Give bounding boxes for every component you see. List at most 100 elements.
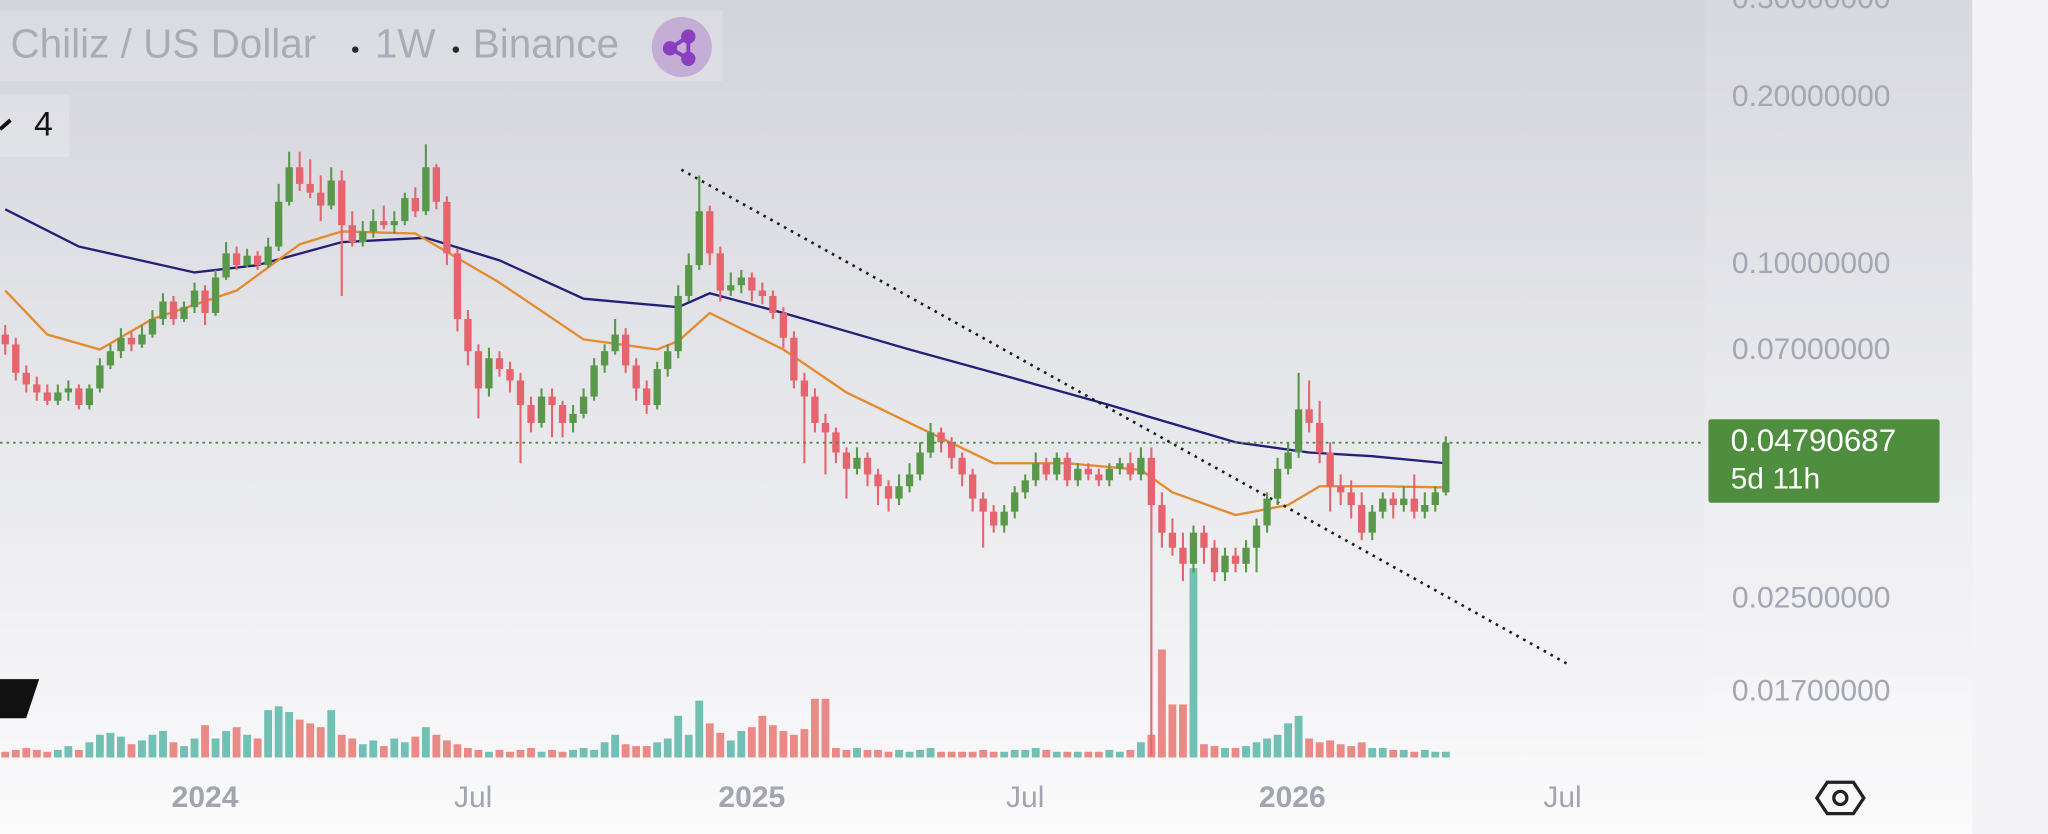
volume-bar [1, 751, 10, 758]
settings-button[interactable] [1814, 780, 1866, 816]
volume-bar [968, 751, 977, 758]
candle-body [169, 301, 178, 319]
candle-body [779, 313, 788, 338]
candle-body [1337, 486, 1345, 493]
y-tick-label: 0.01700000 [1732, 675, 1891, 708]
volume-bar [947, 751, 956, 758]
candle-body [348, 225, 356, 243]
candle-body [464, 318, 472, 352]
candle-body [54, 392, 62, 401]
volume-bar [106, 732, 115, 758]
candle-body [653, 369, 661, 406]
candle-body [548, 396, 556, 406]
volume-bar [916, 749, 924, 758]
volume-bar [1073, 751, 1082, 758]
price-axis-panel [1704, 0, 1973, 834]
volume-bar [495, 749, 504, 758]
x-tick-label: Jul [1543, 781, 1581, 814]
candle-body [1126, 463, 1135, 475]
candle-body [443, 201, 451, 254]
candle-body [863, 457, 872, 475]
volume-bar [632, 746, 641, 758]
volume-bar [1368, 748, 1377, 758]
candle-body [180, 307, 188, 319]
candle-body [190, 290, 199, 308]
candle-body [926, 432, 935, 453]
candle-body [317, 192, 325, 206]
volume-bar [1252, 742, 1261, 758]
candle-body [537, 396, 546, 423]
volume-bar [569, 749, 577, 758]
indicator-icon [0, 118, 12, 131]
candle-body [1084, 468, 1092, 475]
candle-body [274, 201, 283, 247]
volume-bar [201, 725, 209, 758]
candle-body [1105, 468, 1113, 481]
share-button[interactable] [651, 16, 712, 78]
volume-bar [295, 719, 304, 758]
volume-bar [810, 698, 819, 758]
candle-body [75, 388, 83, 406]
indicator-box[interactable] [0, 94, 70, 157]
candle-body [485, 358, 493, 389]
volume-bar [85, 742, 94, 758]
candle-body [138, 334, 146, 345]
volume-bar [789, 734, 798, 758]
candle-body [1284, 452, 1292, 469]
candle-body [664, 351, 672, 370]
volume-bar [832, 748, 840, 758]
volume-bar [453, 744, 462, 758]
candle-body [748, 277, 756, 291]
volume-bar [222, 730, 230, 758]
volume-bar [43, 751, 52, 758]
volume-bar [695, 700, 704, 758]
candle-body [1431, 492, 1439, 506]
candle-body [769, 295, 777, 314]
candle-body [1294, 409, 1303, 453]
volume-bar [127, 744, 136, 758]
volume-bar [1094, 751, 1103, 758]
volume-bar [1031, 748, 1040, 758]
candle-body [1053, 457, 1061, 475]
candle-body [621, 334, 630, 366]
volume-bar [1315, 742, 1324, 758]
candle-body [579, 396, 588, 414]
volume-bar [369, 740, 378, 758]
volume-bar [642, 746, 651, 758]
volume-bar [74, 749, 83, 758]
candle-body [1400, 498, 1408, 506]
volume-bar [1115, 751, 1124, 758]
volume-bar [874, 749, 882, 758]
volume-bar [138, 740, 146, 758]
last-price-tag [1708, 419, 1940, 503]
candle-body [1242, 547, 1250, 564]
candle-body [1137, 457, 1145, 475]
volume-bar [1305, 738, 1314, 758]
volume-bar [306, 723, 315, 758]
moving-average [4, 230, 1446, 517]
candle-body [306, 183, 314, 193]
volume-bar [937, 751, 946, 758]
volume-bar [1052, 751, 1061, 758]
candle-body [85, 388, 94, 406]
candle-body [338, 180, 346, 226]
candle-body [211, 277, 220, 314]
volume-bar [1136, 742, 1145, 758]
volume-bar [1441, 751, 1450, 758]
volume-bar [1273, 734, 1282, 758]
candle-body [1116, 463, 1124, 469]
share-icon [662, 29, 696, 66]
x-tick-label: 2024 [172, 781, 239, 814]
candle-body [243, 255, 251, 266]
candle-body [790, 337, 798, 381]
volume-bar [400, 742, 409, 758]
volume-bar [1021, 749, 1030, 758]
volume-bar [979, 749, 988, 758]
candle-body [1158, 505, 1166, 533]
candle-body [1074, 468, 1082, 481]
candle-body [905, 474, 914, 487]
candle-body [706, 211, 714, 254]
plot-area [1, 144, 1572, 758]
trendline [680, 168, 1572, 668]
